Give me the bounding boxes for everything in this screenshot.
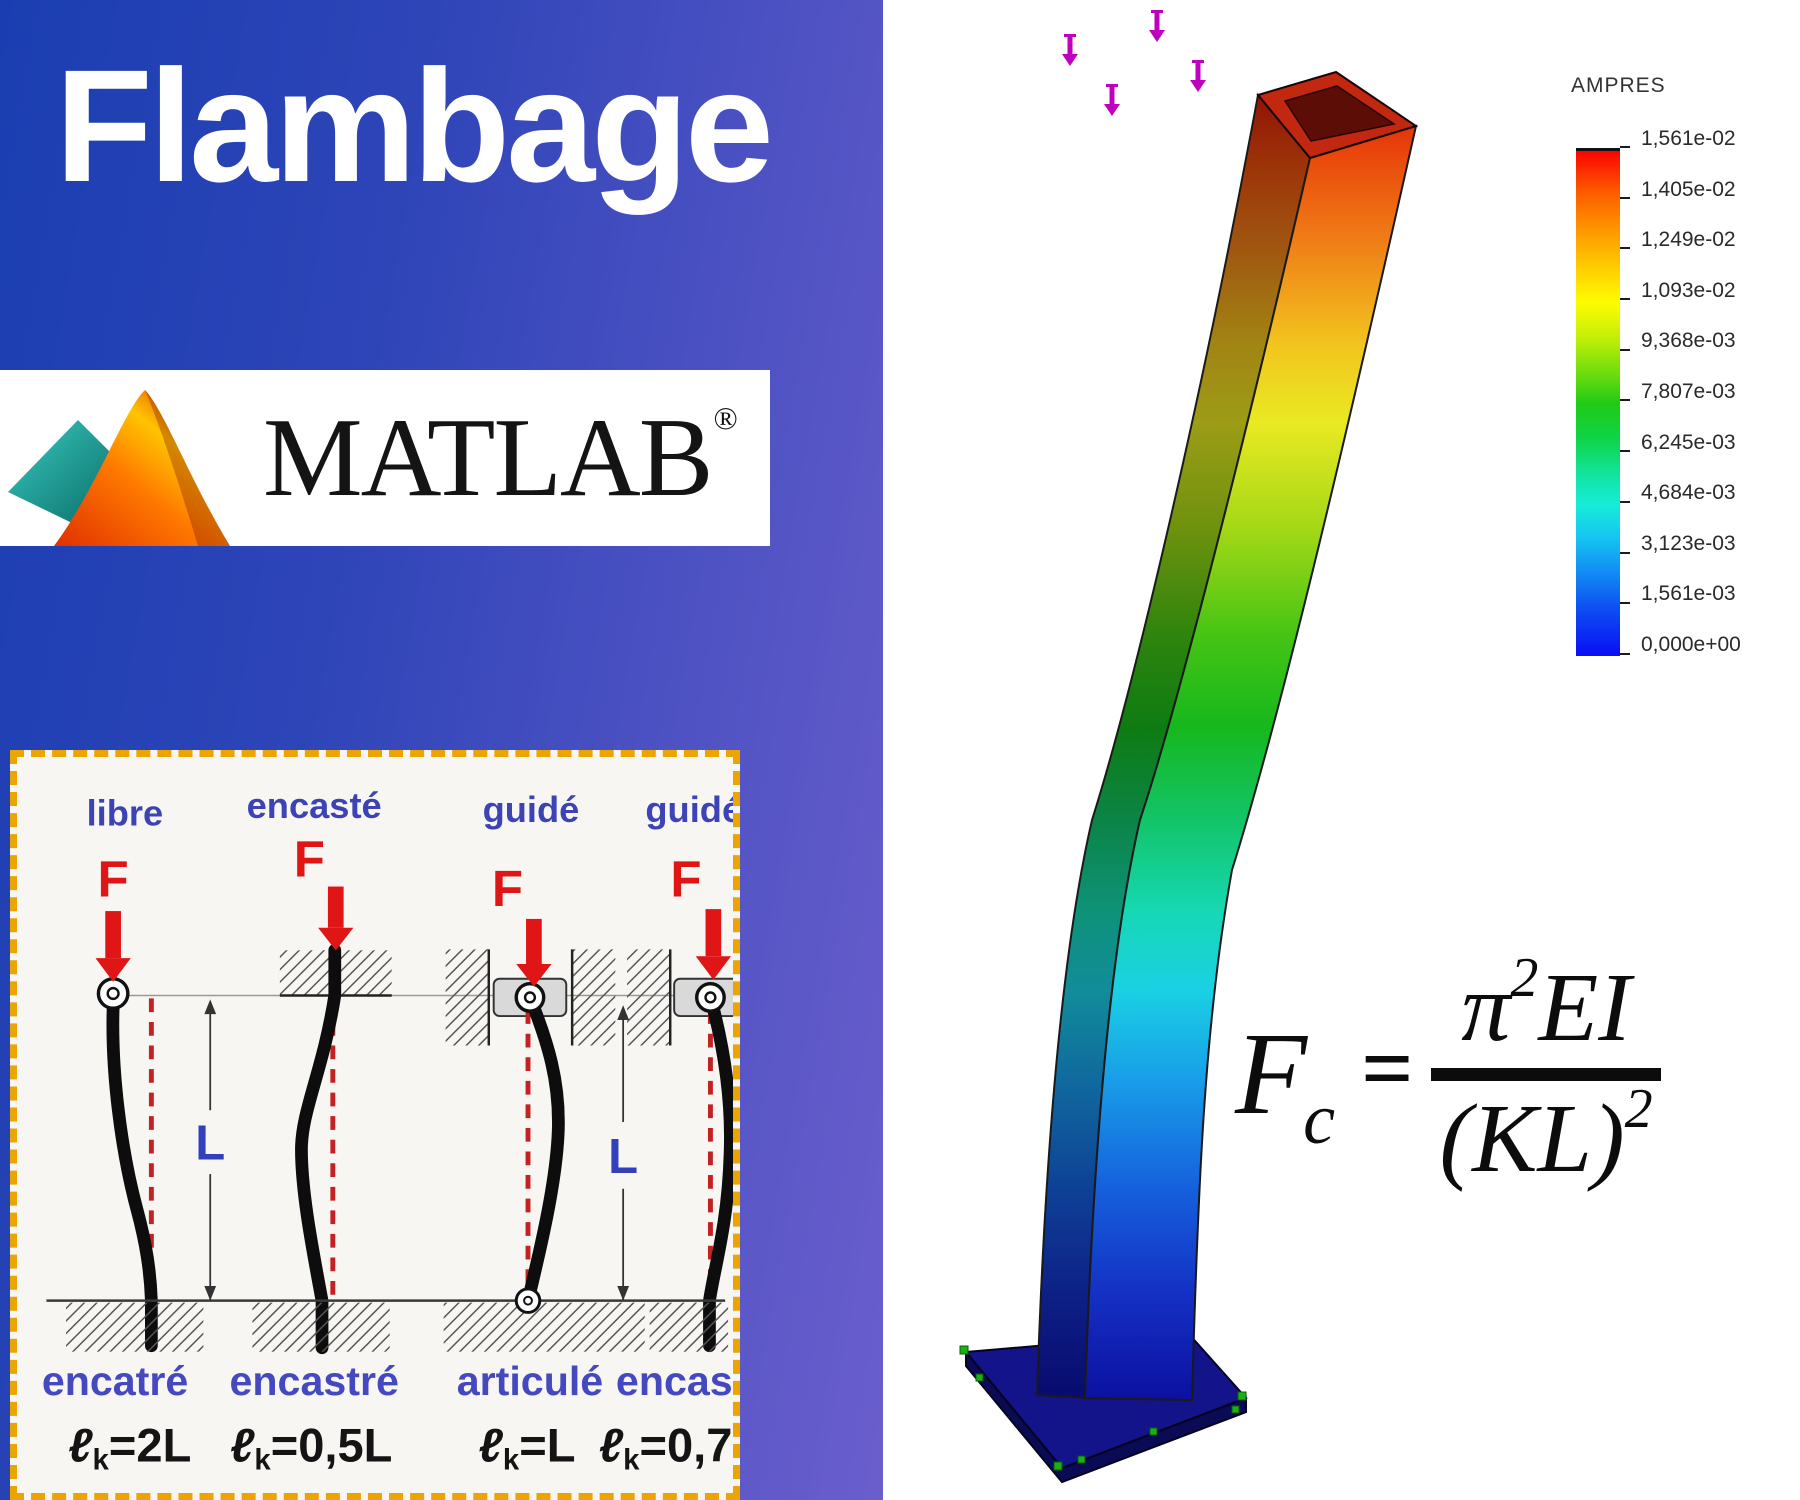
legend-value: 1,561e-02 xyxy=(1641,127,1736,150)
column-top-opening xyxy=(1256,70,1419,160)
guided-support-col3 xyxy=(445,949,616,1046)
formula-equals: = xyxy=(1361,1016,1414,1119)
force-label-1: F xyxy=(98,850,129,907)
page-title: Flambage xyxy=(55,36,774,215)
lk-formula-4: ℓk=0,7L xyxy=(599,1419,733,1477)
dim-label-2: L xyxy=(608,1130,638,1184)
column-front-face xyxy=(1083,124,1418,1402)
dim-label-1: L xyxy=(195,1116,225,1170)
undeformed-axis-dashes xyxy=(148,998,713,1301)
dimension-line-1 xyxy=(204,999,217,1301)
force-label-4: F xyxy=(670,850,701,907)
lk-formula-2: ℓk=0,5L xyxy=(230,1419,392,1477)
bottom-label-1: encatré xyxy=(42,1358,188,1404)
legend-value: 9,368e-03 xyxy=(1641,329,1736,353)
top-label-4: guidé xyxy=(645,789,733,830)
legend-value: 4,684e-03 xyxy=(1641,481,1736,505)
ground xyxy=(46,1299,729,1352)
legend-value: 7,807e-03 xyxy=(1641,379,1736,403)
formula-denominator: (KL)2 xyxy=(1439,1078,1653,1193)
buckled-columns xyxy=(106,943,733,1355)
fixture-markers xyxy=(959,1345,1247,1471)
fem-buckling-render xyxy=(959,10,1419,1484)
legend-value: 1,561e-03 xyxy=(1641,582,1736,606)
top-label-2: encasté xyxy=(247,785,382,826)
euler-formula: Fc = π2EI (KL)2 xyxy=(1235,947,1662,1195)
buckling-modes-panel: libre encasté guidé guidé F F F F L L en… xyxy=(10,750,740,1500)
pin-joints xyxy=(96,977,726,1314)
legend-value: 1,249e-02 xyxy=(1641,228,1736,252)
dimension-line-2 xyxy=(617,1005,630,1301)
lk-formula-1: ℓk=2L xyxy=(68,1419,191,1477)
force-label-2: F xyxy=(294,831,325,888)
formula-fraction: π2EI (KL)2 xyxy=(1430,947,1662,1195)
legend-labels: 1,561e-02 1,405e-02 1,249e-02 1,093e-02 … xyxy=(1641,128,1741,656)
legend-title: AMPRES xyxy=(1571,74,1666,97)
bottom-label-2: encastré xyxy=(229,1358,398,1404)
legend-colorbar xyxy=(1576,148,1620,656)
formula-numerator: π2EI xyxy=(1461,947,1631,1062)
matlab-banner: MATLAB ® xyxy=(0,370,770,546)
bottom-label-4: encastré xyxy=(616,1358,733,1404)
legend-value: 0,000e+00 xyxy=(1641,632,1741,656)
force-label-3: F xyxy=(492,860,523,917)
formula-lhs: Fc xyxy=(1235,1007,1336,1159)
matlab-wordmark: MATLAB ® xyxy=(263,370,738,546)
load-arrows xyxy=(1062,10,1206,116)
bottom-label-3: articulé xyxy=(457,1358,603,1404)
matlab-text: MATLAB xyxy=(263,395,713,520)
force-arrows xyxy=(95,886,732,987)
legend-value: 3,123e-03 xyxy=(1641,531,1736,555)
legend-value: 1,405e-02 xyxy=(1641,177,1736,201)
registered-mark: ® xyxy=(713,399,737,436)
top-label-1: libre xyxy=(87,793,164,834)
top-label-3: guidé xyxy=(483,789,580,830)
lk-formula-3: ℓk=L xyxy=(479,1419,576,1477)
legend-value: 1,093e-02 xyxy=(1641,278,1736,302)
legend-ticks xyxy=(1620,146,1630,655)
matlab-logo-icon xyxy=(8,390,230,546)
legend-value: 6,245e-03 xyxy=(1641,430,1736,454)
buckling-diagram: libre encasté guidé guidé F F F F L L en… xyxy=(42,785,733,1477)
fraction-bar xyxy=(1430,1068,1662,1081)
